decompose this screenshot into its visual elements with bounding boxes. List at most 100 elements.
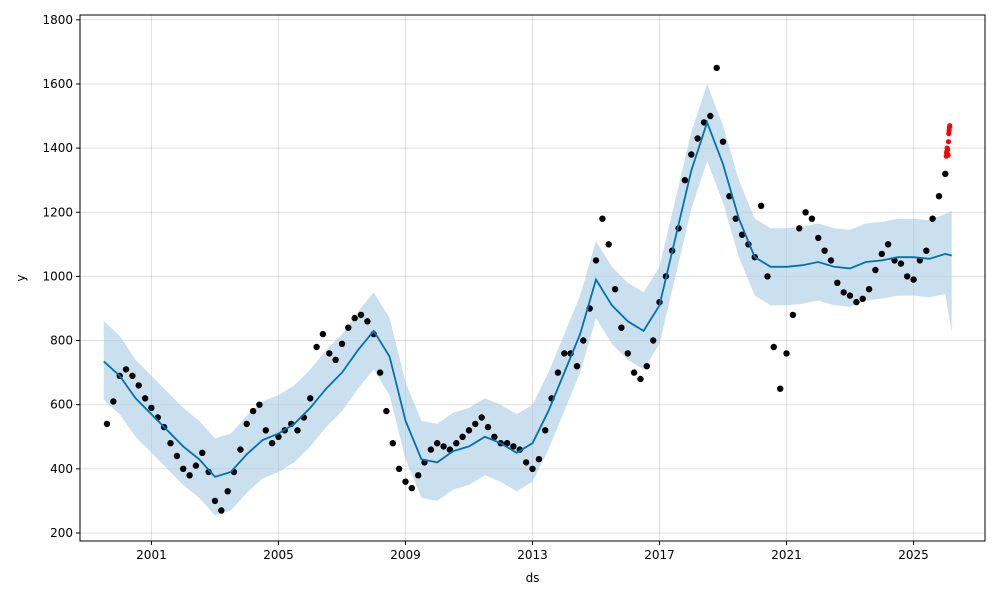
observed-point <box>294 427 301 434</box>
y-tick-label: 1400 <box>42 141 73 155</box>
observed-point <box>618 324 625 331</box>
observed-point <box>732 215 739 222</box>
observed-point <box>415 472 422 479</box>
observed-point <box>357 311 365 319</box>
y-tick-label: 1600 <box>42 77 73 91</box>
observed-point <box>129 372 136 379</box>
observed-point <box>402 478 409 485</box>
observed-point <box>110 398 117 405</box>
observed-point <box>199 449 206 456</box>
y-tick-label: 800 <box>50 334 73 348</box>
observed-point <box>738 231 746 238</box>
observed-point <box>605 241 612 248</box>
observed-point <box>650 337 657 344</box>
observed-point <box>440 443 447 450</box>
x-tick-label: 2013 <box>517 548 548 562</box>
observed-point <box>777 385 784 392</box>
x-tick-label: 2021 <box>771 548 802 562</box>
observed-point <box>624 350 631 357</box>
y-axis-label: y <box>14 274 28 281</box>
observed-point <box>770 343 777 351</box>
x-tick-label: 2025 <box>898 548 929 562</box>
observed-point <box>535 456 543 463</box>
observed-point <box>351 314 358 322</box>
observed-point <box>243 420 250 428</box>
observed-point <box>249 407 257 415</box>
observed-point <box>923 247 930 254</box>
x-axis-ticks: 2001 2005 2009 2013 2017 2021 2025 <box>136 541 929 562</box>
observed-point <box>700 119 708 126</box>
observed-point <box>764 273 771 280</box>
observed-point <box>910 276 917 283</box>
observed-point <box>459 433 466 440</box>
observed-point <box>580 337 587 344</box>
observed-point <box>783 350 790 357</box>
observed-point <box>180 465 187 472</box>
y-tick-label: 1000 <box>42 269 73 283</box>
observed-point <box>478 414 485 421</box>
observed-point <box>808 215 816 222</box>
forecast-path <box>103 119 952 478</box>
observed-point <box>427 446 435 453</box>
observed-point <box>332 356 339 363</box>
observed-point <box>211 497 219 505</box>
observed-point <box>103 420 111 428</box>
observed-point <box>345 324 352 331</box>
observed-point <box>719 138 727 145</box>
observed-point <box>942 170 949 177</box>
observed-point <box>789 311 797 319</box>
uncertainty-band <box>103 84 952 516</box>
observed-point <box>218 507 225 514</box>
observed-point <box>897 260 905 267</box>
observed-point <box>878 250 885 258</box>
observed-point <box>599 215 606 222</box>
observed-point <box>491 433 498 440</box>
observed-point <box>268 440 276 447</box>
y-tick-label: 1800 <box>42 13 73 27</box>
observed-point <box>713 64 720 72</box>
observed-point <box>338 340 346 347</box>
observed-point <box>326 350 333 357</box>
outlier-point <box>944 147 951 153</box>
observed-point <box>484 423 492 431</box>
observed-point <box>846 292 854 299</box>
observed-point <box>395 465 403 472</box>
x-tick-label: 2017 <box>644 548 675 562</box>
observed-point <box>834 279 841 286</box>
forecast-line <box>103 119 952 478</box>
x-axis-label: ds <box>526 571 540 585</box>
observed-point <box>237 446 244 453</box>
observed-point <box>884 241 892 248</box>
observed-point <box>815 234 822 242</box>
observed-point <box>510 443 517 450</box>
observed-point <box>643 363 650 370</box>
observed-point <box>192 462 200 469</box>
x-tick-label: 2001 <box>136 548 167 562</box>
observed-point <box>561 350 568 357</box>
observed-point <box>364 318 371 325</box>
observed-point <box>148 404 155 412</box>
observed-point <box>853 298 860 306</box>
observed-point <box>611 286 619 293</box>
observed-point <box>186 472 193 479</box>
observed-point <box>554 369 562 376</box>
y-tick-label: 400 <box>50 462 73 476</box>
observed-point <box>865 286 873 293</box>
y-axis-ticks: 200 400 600 800 1000 1200 1400 1600 1800 <box>42 13 80 540</box>
observed-point <box>757 202 765 209</box>
observed-point <box>637 375 644 383</box>
observed-point <box>694 135 701 142</box>
observed-point <box>796 225 803 232</box>
y-tick-label: 200 <box>50 526 73 540</box>
outlier-point <box>945 152 951 158</box>
observed-point <box>465 427 473 434</box>
observed-point <box>307 395 314 402</box>
observed-point <box>453 440 460 447</box>
observed-point <box>821 247 828 254</box>
observed-point <box>383 407 390 415</box>
observed-point <box>173 452 181 460</box>
observed-point <box>256 401 263 408</box>
observed-point <box>802 209 809 216</box>
observed-point <box>872 266 879 274</box>
